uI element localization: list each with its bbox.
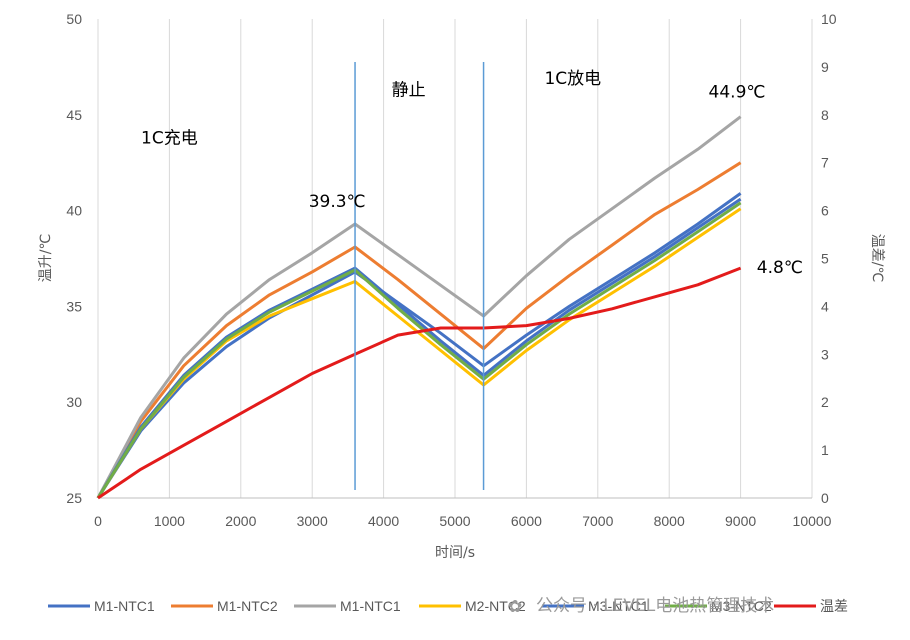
annotation-label: 39.3℃ — [309, 192, 366, 212]
legend-label: M1-NTC1 — [94, 598, 155, 614]
x-tick-label: 10000 — [793, 513, 832, 529]
y2-tick-label: 3 — [821, 346, 829, 362]
series-line-0 — [96, 192, 742, 499]
y-tick-label: 45 — [66, 107, 82, 123]
series-line-1 — [96, 161, 742, 499]
annotation-label: 静止 — [392, 81, 426, 101]
x-tick-label: 3000 — [297, 513, 328, 529]
grid-layer — [97, 19, 813, 498]
marker-layer — [354, 62, 485, 490]
y-tick-label: 25 — [66, 490, 82, 506]
y-tick-label: 35 — [66, 298, 82, 314]
axis-layer: 0 1000 2000 3000 4000 5000 6000 7000 8000 9000 100… — [66, 11, 836, 529]
y-tick-label: 50 — [66, 11, 82, 27]
x-tick-label: 1000 — [154, 513, 185, 529]
legend-label: M1-NTC2 — [217, 598, 278, 614]
x-tick-label: 6000 — [511, 513, 542, 529]
series-line-2 — [96, 115, 742, 499]
watermark: 公众号 · LEVEL电池热管理技术 — [536, 596, 774, 616]
legend-label: M1-NTC1 — [340, 598, 401, 614]
y-axis-title: 温升/℃ — [38, 234, 54, 282]
y-tick-label: 30 — [66, 394, 82, 410]
x-tick-label: 9000 — [725, 513, 756, 529]
y-tick-label: 40 — [66, 203, 82, 219]
legend-label: M3-NTC1 — [588, 598, 649, 614]
series-layer — [96, 115, 742, 500]
legend: M1-NTC1 M1-NTC2 M1-NTC1 M2-NTC2 M3-NTC1 M3-NT… — [48, 598, 848, 614]
y2-tick-label: 0 — [821, 490, 829, 506]
annotation-label: 1C放电 — [544, 69, 601, 89]
y2-tick-label: 7 — [821, 155, 829, 171]
wechat-icon: ✿ — [508, 597, 522, 617]
legend-label: 温差 — [820, 598, 848, 614]
series-line-6 — [97, 266, 742, 500]
x-tick-label: 5000 — [439, 513, 470, 529]
series-line-3 — [96, 207, 742, 499]
x-tick-label: 8000 — [654, 513, 685, 529]
annotation-label: 4.8℃ — [757, 258, 803, 278]
y2-axis-title: 温差/℃ — [869, 234, 885, 282]
annotation-layer: 1C充电 静止 1C放电 39.3℃ 44.9℃ 4.8℃ — [141, 69, 803, 278]
legend-label: M2-NTC2 — [465, 598, 526, 614]
legend-label: M3-NTC2 — [711, 598, 772, 614]
annotation-label: 44.9℃ — [709, 83, 766, 103]
x-axis-title: 时间/s — [435, 545, 475, 561]
series-line-5 — [96, 201, 742, 499]
y2-tick-label: 5 — [821, 251, 829, 267]
y2-tick-label: 10 — [821, 11, 837, 27]
y2-tick-label: 6 — [821, 203, 829, 219]
x-tick-label: 4000 — [368, 513, 399, 529]
annotation-label: 1C充电 — [141, 129, 198, 149]
y2-tick-label: 4 — [821, 298, 829, 314]
y2-tick-label: 2 — [821, 394, 829, 410]
x-tick-label: 2000 — [225, 513, 256, 529]
x-tick-label: 0 — [94, 513, 102, 529]
y2-tick-label: 1 — [821, 442, 829, 458]
y2-tick-label: 9 — [821, 59, 829, 75]
y2-tick-label: 8 — [821, 107, 829, 123]
x-tick-label: 7000 — [582, 513, 613, 529]
